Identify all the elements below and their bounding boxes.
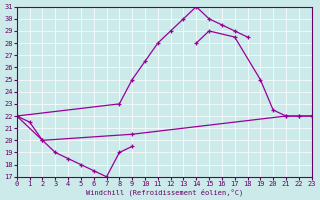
X-axis label: Windchill (Refroidissement éolien,°C): Windchill (Refroidissement éolien,°C)	[85, 188, 243, 196]
